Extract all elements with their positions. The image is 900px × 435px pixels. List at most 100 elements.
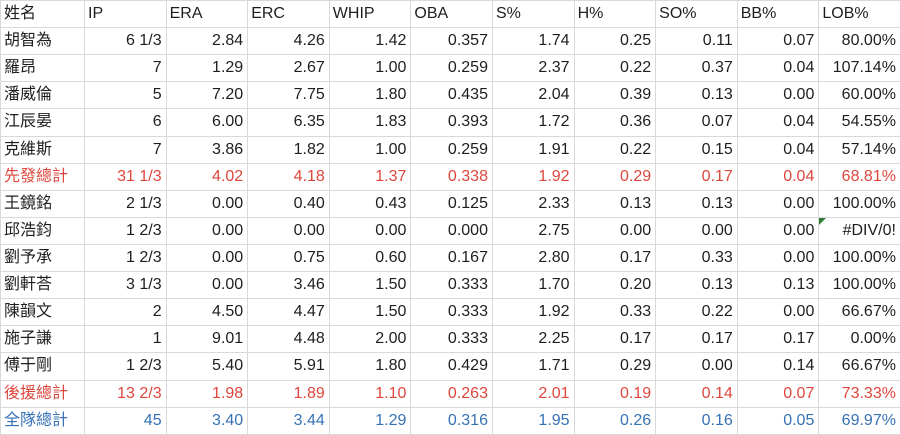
- cell-oba[interactable]: 0.000: [411, 217, 493, 244]
- cell-erc[interactable]: 2.67: [248, 55, 330, 82]
- cell-s-pct[interactable]: 2.75: [492, 217, 574, 244]
- cell-so-pct[interactable]: 0.17: [656, 326, 738, 353]
- cell-so-pct[interactable]: 0.17: [656, 163, 738, 190]
- cell-lob-pct[interactable]: 107.14%: [819, 55, 900, 82]
- cell-h-pct[interactable]: 0.36: [574, 109, 656, 136]
- cell-lob-pct[interactable]: 68.81%: [819, 163, 900, 190]
- cell-lob-pct[interactable]: 73.33%: [819, 380, 900, 407]
- cell-name[interactable]: 邱浩鈞: [1, 217, 85, 244]
- cell-bb-pct[interactable]: 0.14: [737, 353, 819, 380]
- cell-h-pct[interactable]: 0.29: [574, 163, 656, 190]
- cell-oba[interactable]: 0.393: [411, 109, 493, 136]
- cell-erc[interactable]: 1.89: [248, 380, 330, 407]
- cell-era[interactable]: 9.01: [166, 326, 248, 353]
- cell-s-pct[interactable]: 2.80: [492, 244, 574, 271]
- column-header-era[interactable]: ERA: [166, 1, 248, 28]
- cell-whip[interactable]: 2.00: [329, 326, 411, 353]
- cell-ip[interactable]: 1: [85, 326, 167, 353]
- cell-name[interactable]: 潘威倫: [1, 82, 85, 109]
- cell-h-pct[interactable]: 0.39: [574, 82, 656, 109]
- cell-s-pct[interactable]: 1.70: [492, 272, 574, 299]
- cell-whip[interactable]: 1.42: [329, 28, 411, 55]
- cell-erc[interactable]: 4.26: [248, 28, 330, 55]
- cell-h-pct[interactable]: 0.22: [574, 136, 656, 163]
- cell-h-pct[interactable]: 0.33: [574, 299, 656, 326]
- cell-so-pct[interactable]: 0.13: [656, 190, 738, 217]
- cell-so-pct[interactable]: 0.33: [656, 244, 738, 271]
- cell-name[interactable]: 胡智為: [1, 28, 85, 55]
- cell-h-pct[interactable]: 0.13: [574, 190, 656, 217]
- cell-ip[interactable]: 1 2/3: [85, 353, 167, 380]
- cell-era[interactable]: 6.00: [166, 109, 248, 136]
- column-header-oba[interactable]: OBA: [411, 1, 493, 28]
- cell-oba[interactable]: 0.435: [411, 82, 493, 109]
- cell-lob-pct[interactable]: #DIV/0!: [819, 217, 900, 244]
- cell-h-pct[interactable]: 0.29: [574, 353, 656, 380]
- cell-bb-pct[interactable]: 0.04: [737, 109, 819, 136]
- cell-bb-pct[interactable]: 0.00: [737, 244, 819, 271]
- cell-ip[interactable]: 45: [85, 407, 167, 434]
- cell-s-pct[interactable]: 2.33: [492, 190, 574, 217]
- cell-whip[interactable]: 1.80: [329, 353, 411, 380]
- cell-erc[interactable]: 0.00: [248, 217, 330, 244]
- cell-bb-pct[interactable]: 0.00: [737, 299, 819, 326]
- cell-erc[interactable]: 4.47: [248, 299, 330, 326]
- cell-lob-pct[interactable]: 100.00%: [819, 190, 900, 217]
- cell-era[interactable]: 1.29: [166, 55, 248, 82]
- cell-oba[interactable]: 0.333: [411, 272, 493, 299]
- cell-era[interactable]: 2.84: [166, 28, 248, 55]
- cell-bb-pct[interactable]: 0.05: [737, 407, 819, 434]
- column-header-h-pct[interactable]: H%: [574, 1, 656, 28]
- cell-bb-pct[interactable]: 0.07: [737, 380, 819, 407]
- cell-lob-pct[interactable]: 0.00%: [819, 326, 900, 353]
- cell-h-pct[interactable]: 0.17: [574, 244, 656, 271]
- cell-name[interactable]: 江辰晏: [1, 109, 85, 136]
- cell-bb-pct[interactable]: 0.00: [737, 190, 819, 217]
- cell-whip[interactable]: 1.00: [329, 136, 411, 163]
- cell-ip[interactable]: 1 2/3: [85, 217, 167, 244]
- cell-ip[interactable]: 2 1/3: [85, 190, 167, 217]
- cell-lob-pct[interactable]: 100.00%: [819, 272, 900, 299]
- column-header-ip[interactable]: IP: [85, 1, 167, 28]
- cell-era[interactable]: 0.00: [166, 272, 248, 299]
- cell-oba[interactable]: 0.259: [411, 55, 493, 82]
- cell-oba[interactable]: 0.125: [411, 190, 493, 217]
- cell-era[interactable]: 1.98: [166, 380, 248, 407]
- cell-bb-pct[interactable]: 0.04: [737, 55, 819, 82]
- cell-name[interactable]: 全隊總計: [1, 407, 85, 434]
- cell-h-pct[interactable]: 0.26: [574, 407, 656, 434]
- cell-s-pct[interactable]: 1.74: [492, 28, 574, 55]
- cell-lob-pct[interactable]: 69.97%: [819, 407, 900, 434]
- cell-era[interactable]: 3.40: [166, 407, 248, 434]
- cell-lob-pct[interactable]: 57.14%: [819, 136, 900, 163]
- cell-s-pct[interactable]: 1.92: [492, 163, 574, 190]
- cell-s-pct[interactable]: 1.71: [492, 353, 574, 380]
- cell-oba[interactable]: 0.338: [411, 163, 493, 190]
- cell-erc[interactable]: 1.82: [248, 136, 330, 163]
- cell-name[interactable]: 劉予承: [1, 244, 85, 271]
- column-header-erc[interactable]: ERC: [248, 1, 330, 28]
- cell-bb-pct[interactable]: 0.04: [737, 136, 819, 163]
- cell-ip[interactable]: 1 2/3: [85, 244, 167, 271]
- cell-oba[interactable]: 0.333: [411, 326, 493, 353]
- cell-ip[interactable]: 2: [85, 299, 167, 326]
- cell-ip[interactable]: 7: [85, 55, 167, 82]
- cell-name[interactable]: 先發總計: [1, 163, 85, 190]
- cell-name[interactable]: 後援總計: [1, 380, 85, 407]
- cell-oba[interactable]: 0.357: [411, 28, 493, 55]
- column-header-name[interactable]: 姓名: [1, 1, 85, 28]
- cell-oba[interactable]: 0.333: [411, 299, 493, 326]
- cell-lob-pct[interactable]: 66.67%: [819, 353, 900, 380]
- cell-whip[interactable]: 1.00: [329, 55, 411, 82]
- cell-whip[interactable]: 0.60: [329, 244, 411, 271]
- column-header-bb-pct[interactable]: BB%: [737, 1, 819, 28]
- cell-whip[interactable]: 1.50: [329, 299, 411, 326]
- column-header-whip[interactable]: WHIP: [329, 1, 411, 28]
- cell-name[interactable]: 劉軒荅: [1, 272, 85, 299]
- cell-bb-pct[interactable]: 0.00: [737, 82, 819, 109]
- cell-ip[interactable]: 3 1/3: [85, 272, 167, 299]
- cell-erc[interactable]: 4.48: [248, 326, 330, 353]
- cell-erc[interactable]: 0.75: [248, 244, 330, 271]
- cell-oba[interactable]: 0.263: [411, 380, 493, 407]
- cell-s-pct[interactable]: 1.72: [492, 109, 574, 136]
